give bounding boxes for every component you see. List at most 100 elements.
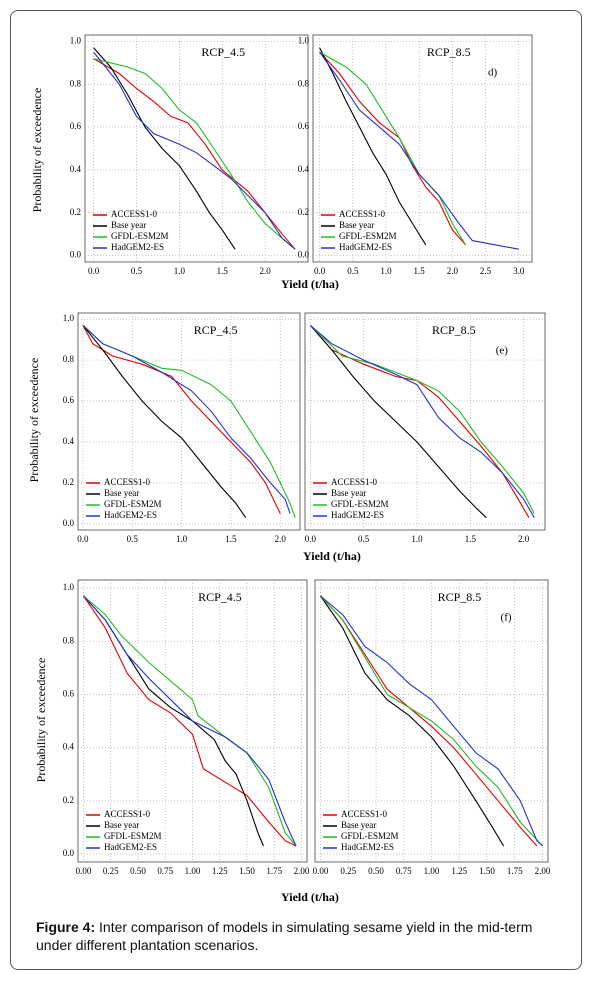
y-tick-label: 0.6: [298, 121, 310, 131]
panel-label: (f): [501, 612, 512, 624]
x-tick-label: 1.50: [479, 866, 495, 876]
x-axis-label: Yield (t/ha): [303, 549, 361, 563]
legend-label: HadGEM2-ES: [339, 242, 392, 252]
y-tick-label: 1.0: [63, 582, 75, 592]
y-axis-label: Probability of exceedence: [34, 658, 48, 783]
x-tick-label: 0.0: [77, 534, 89, 544]
legend-label: HadGEM2-ES: [104, 510, 157, 520]
series-line: [319, 51, 467, 246]
series-line: [320, 595, 505, 847]
x-tick-label: 0.75: [157, 866, 173, 876]
x-tick-label: 2.5: [480, 266, 492, 276]
y-tick-label: 0.2: [70, 207, 81, 217]
series-line: [319, 47, 427, 246]
series-line: [93, 47, 236, 250]
plot-frame: [84, 34, 309, 263]
series-line: [320, 595, 543, 847]
x-tick-label: 0.5: [347, 266, 359, 276]
legend-label: HadGEM2-ES: [341, 842, 394, 852]
legend-label: GFDL-ESM2M: [341, 831, 399, 841]
legend-label: ACCESS1-0: [341, 809, 388, 819]
x-tick-label: 2.0: [447, 266, 459, 276]
legend-label: ACCESS1-0: [104, 477, 151, 487]
x-tick-label: 0.0: [88, 266, 100, 276]
legend-label: GFDL-ESM2M: [331, 499, 389, 509]
panel-title: RCP_4.5: [201, 45, 245, 59]
y-tick-label: 0.0: [63, 518, 75, 528]
legend-label: Base year: [341, 820, 376, 830]
x-tick-label: 0.0: [314, 266, 326, 276]
series-line: [309, 324, 487, 519]
y-tick-label: 0.2: [63, 477, 74, 487]
y-tick-label: 0.8: [63, 635, 75, 645]
plot-frame: [304, 312, 546, 531]
x-tick-label: 1.75: [266, 866, 282, 876]
y-tick-label: 0.0: [298, 250, 310, 260]
series-line: [83, 595, 297, 847]
x-tick-label: 0.5: [127, 534, 139, 544]
x-tick-label: 0.0: [305, 534, 317, 544]
legend-label: GFDL-ESM2M: [339, 231, 397, 241]
x-tick-label: 2.0: [259, 266, 271, 276]
y-tick-label: 1.0: [298, 35, 310, 45]
y-tick-label: 0.6: [70, 121, 82, 131]
legend-label: HadGEM2-ES: [104, 842, 157, 852]
y-tick-label: 0.8: [70, 78, 82, 88]
y-tick-label: 0.0: [63, 848, 75, 858]
x-tick-label: 3.0: [513, 266, 525, 276]
legend-label: HadGEM2-ES: [111, 242, 164, 252]
y-tick-label: 0.8: [63, 354, 75, 364]
x-tick-label: 2.00: [294, 866, 310, 876]
series-line: [319, 51, 467, 246]
x-axis-label: Yield (t/ha): [281, 277, 339, 291]
y-tick-label: 0.4: [63, 436, 75, 446]
series-line: [320, 595, 543, 847]
y-tick-label: 0.8: [298, 78, 310, 88]
y-tick-label: 0.4: [63, 742, 75, 752]
x-tick-label: 0.50: [130, 866, 146, 876]
legend-label: ACCESS1-0: [339, 209, 386, 219]
series-line: [309, 324, 530, 518]
x-tick-label: 1.5: [217, 266, 229, 276]
x-tick-label: 1.25: [212, 866, 228, 876]
y-tick-label: 1.0: [63, 313, 75, 323]
x-tick-label: 0.75: [396, 866, 412, 876]
x-tick-label: 0.5: [358, 534, 370, 544]
x-tick-label: 0.50: [368, 866, 384, 876]
y-tick-label: 0.2: [63, 795, 74, 805]
caption-label: Figure 4:: [36, 919, 96, 935]
x-tick-label: 1.5: [414, 266, 426, 276]
series-line: [93, 51, 296, 250]
series-line: [82, 325, 281, 514]
plot-frame: [312, 34, 533, 263]
x-tick-label: 1.00: [185, 866, 201, 876]
y-tick-label: 0.4: [70, 164, 82, 174]
legend-label: ACCESS1-0: [331, 477, 378, 487]
x-tick-label: 2.0: [275, 534, 287, 544]
series-line: [319, 51, 519, 250]
x-tick-label: 1.0: [380, 266, 392, 276]
panel-title: RCP_8.5: [427, 45, 471, 59]
legend-label: Base year: [104, 820, 139, 830]
legend-label: Base year: [331, 488, 366, 498]
y-tick-label: 0.4: [298, 164, 310, 174]
legend-label: GFDL-ESM2M: [104, 499, 162, 509]
caption: Figure 4: Inter comparison of models in …: [36, 918, 558, 954]
panel-label: (e): [496, 345, 509, 357]
x-tick-label: 2.0: [518, 534, 530, 544]
x-tick-label: 1.5: [225, 534, 237, 544]
y-axis-label: Probability of exceedence: [27, 358, 41, 483]
legend-label: GFDL-ESM2M: [111, 231, 169, 241]
x-tick-label: 0.25: [340, 866, 356, 876]
series-line: [83, 595, 297, 847]
x-tick-label: 1.0: [176, 534, 188, 544]
legend-label: Base year: [339, 220, 374, 230]
series-line: [309, 324, 535, 518]
series-line: [83, 595, 297, 847]
caption-text: Inter comparison of models in simulating…: [36, 919, 533, 953]
x-tick-label: 0.5: [131, 266, 143, 276]
legend-label: Base year: [111, 220, 146, 230]
y-tick-label: 0.2: [298, 207, 309, 217]
series-line: [82, 324, 291, 514]
y-tick-label: 0.0: [70, 250, 82, 260]
